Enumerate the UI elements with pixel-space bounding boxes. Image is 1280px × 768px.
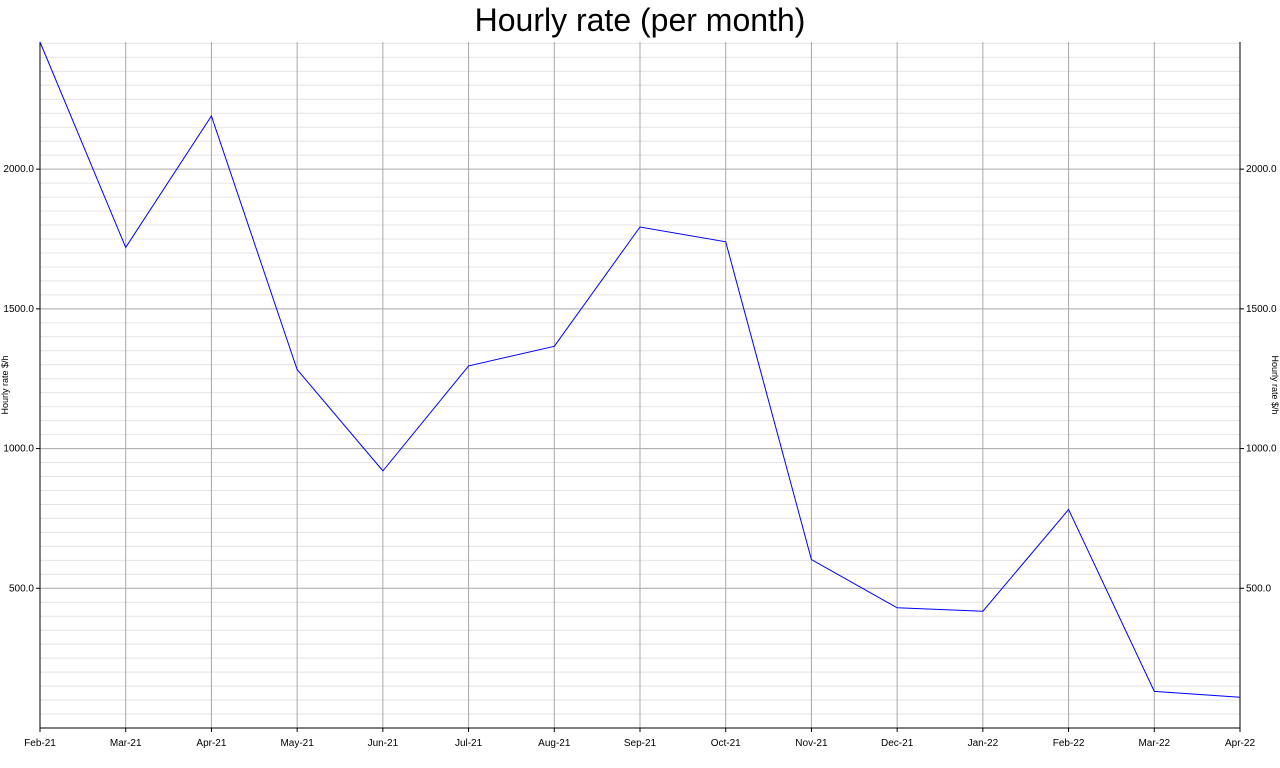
data-point [981, 610, 984, 613]
data-point [896, 606, 899, 609]
data-point [1239, 696, 1242, 699]
data-point [296, 368, 299, 371]
x-tick-label: May-21 [280, 738, 314, 749]
data-point [124, 246, 127, 249]
data-point [381, 469, 384, 472]
x-tick-label: Aug-21 [538, 738, 571, 749]
x-tick-label: Oct-21 [711, 738, 741, 749]
left-y-axis: 500.0 1000.0 1500.0 2000.0 [3, 164, 40, 594]
x-tick-label: Jan-22 [968, 738, 999, 749]
x-tick-label: Jul-21 [455, 738, 483, 749]
data-point [639, 225, 642, 228]
data-point [810, 558, 813, 561]
x-tick-label: Nov-21 [795, 738, 828, 749]
chart-title: Hourly rate (per month) [474, 2, 806, 38]
y-tick-label-right: 2000.0 [1246, 164, 1277, 175]
x-tick-label: Feb-21 [24, 738, 56, 749]
data-point [210, 115, 213, 118]
x-tick-label: Sep-21 [624, 738, 657, 749]
series-group [39, 41, 1242, 699]
y-tick-label-left: 1500.0 [3, 304, 34, 315]
x-tick-label: Jun-21 [368, 738, 399, 749]
data-point [1067, 508, 1070, 511]
y-axis-label-left: Hourly rate $/h [0, 355, 10, 414]
series-line [39, 41, 1241, 698]
y-tick-label-right: 1000.0 [1246, 444, 1277, 455]
y-tick-label-left: 2000.0 [3, 164, 34, 175]
data-point [553, 345, 556, 348]
x-tick-label: Feb-22 [1053, 738, 1085, 749]
right-y-axis: 500.0 1000.0 1500.0 2000.0 [1240, 164, 1277, 594]
y-tick-label-right: 1500.0 [1246, 304, 1277, 315]
x-axis: Feb-21 Mar-21 Apr-21 May-21 Jun-21 Jul-21 Aug-… [24, 728, 1255, 749]
x-tick-label: Mar-22 [1138, 738, 1170, 749]
y-tick-label-left: 500.0 [9, 583, 34, 594]
x-tick-label: Dec-21 [881, 738, 914, 749]
data-point [39, 41, 42, 44]
data-point [467, 364, 470, 367]
data-point [1153, 690, 1156, 693]
x-tick-label: Apr-22 [1225, 738, 1255, 749]
y-tick-label-left: 1000.0 [3, 444, 34, 455]
y-axis-label-right: Hourly rate $/h [1270, 355, 1280, 414]
x-tick-label: Mar-21 [110, 738, 142, 749]
y-tick-label-right: 500.0 [1246, 583, 1271, 594]
data-point [724, 240, 727, 243]
x-tick-label: Apr-21 [196, 738, 226, 749]
major-gridlines [40, 42, 1240, 728]
